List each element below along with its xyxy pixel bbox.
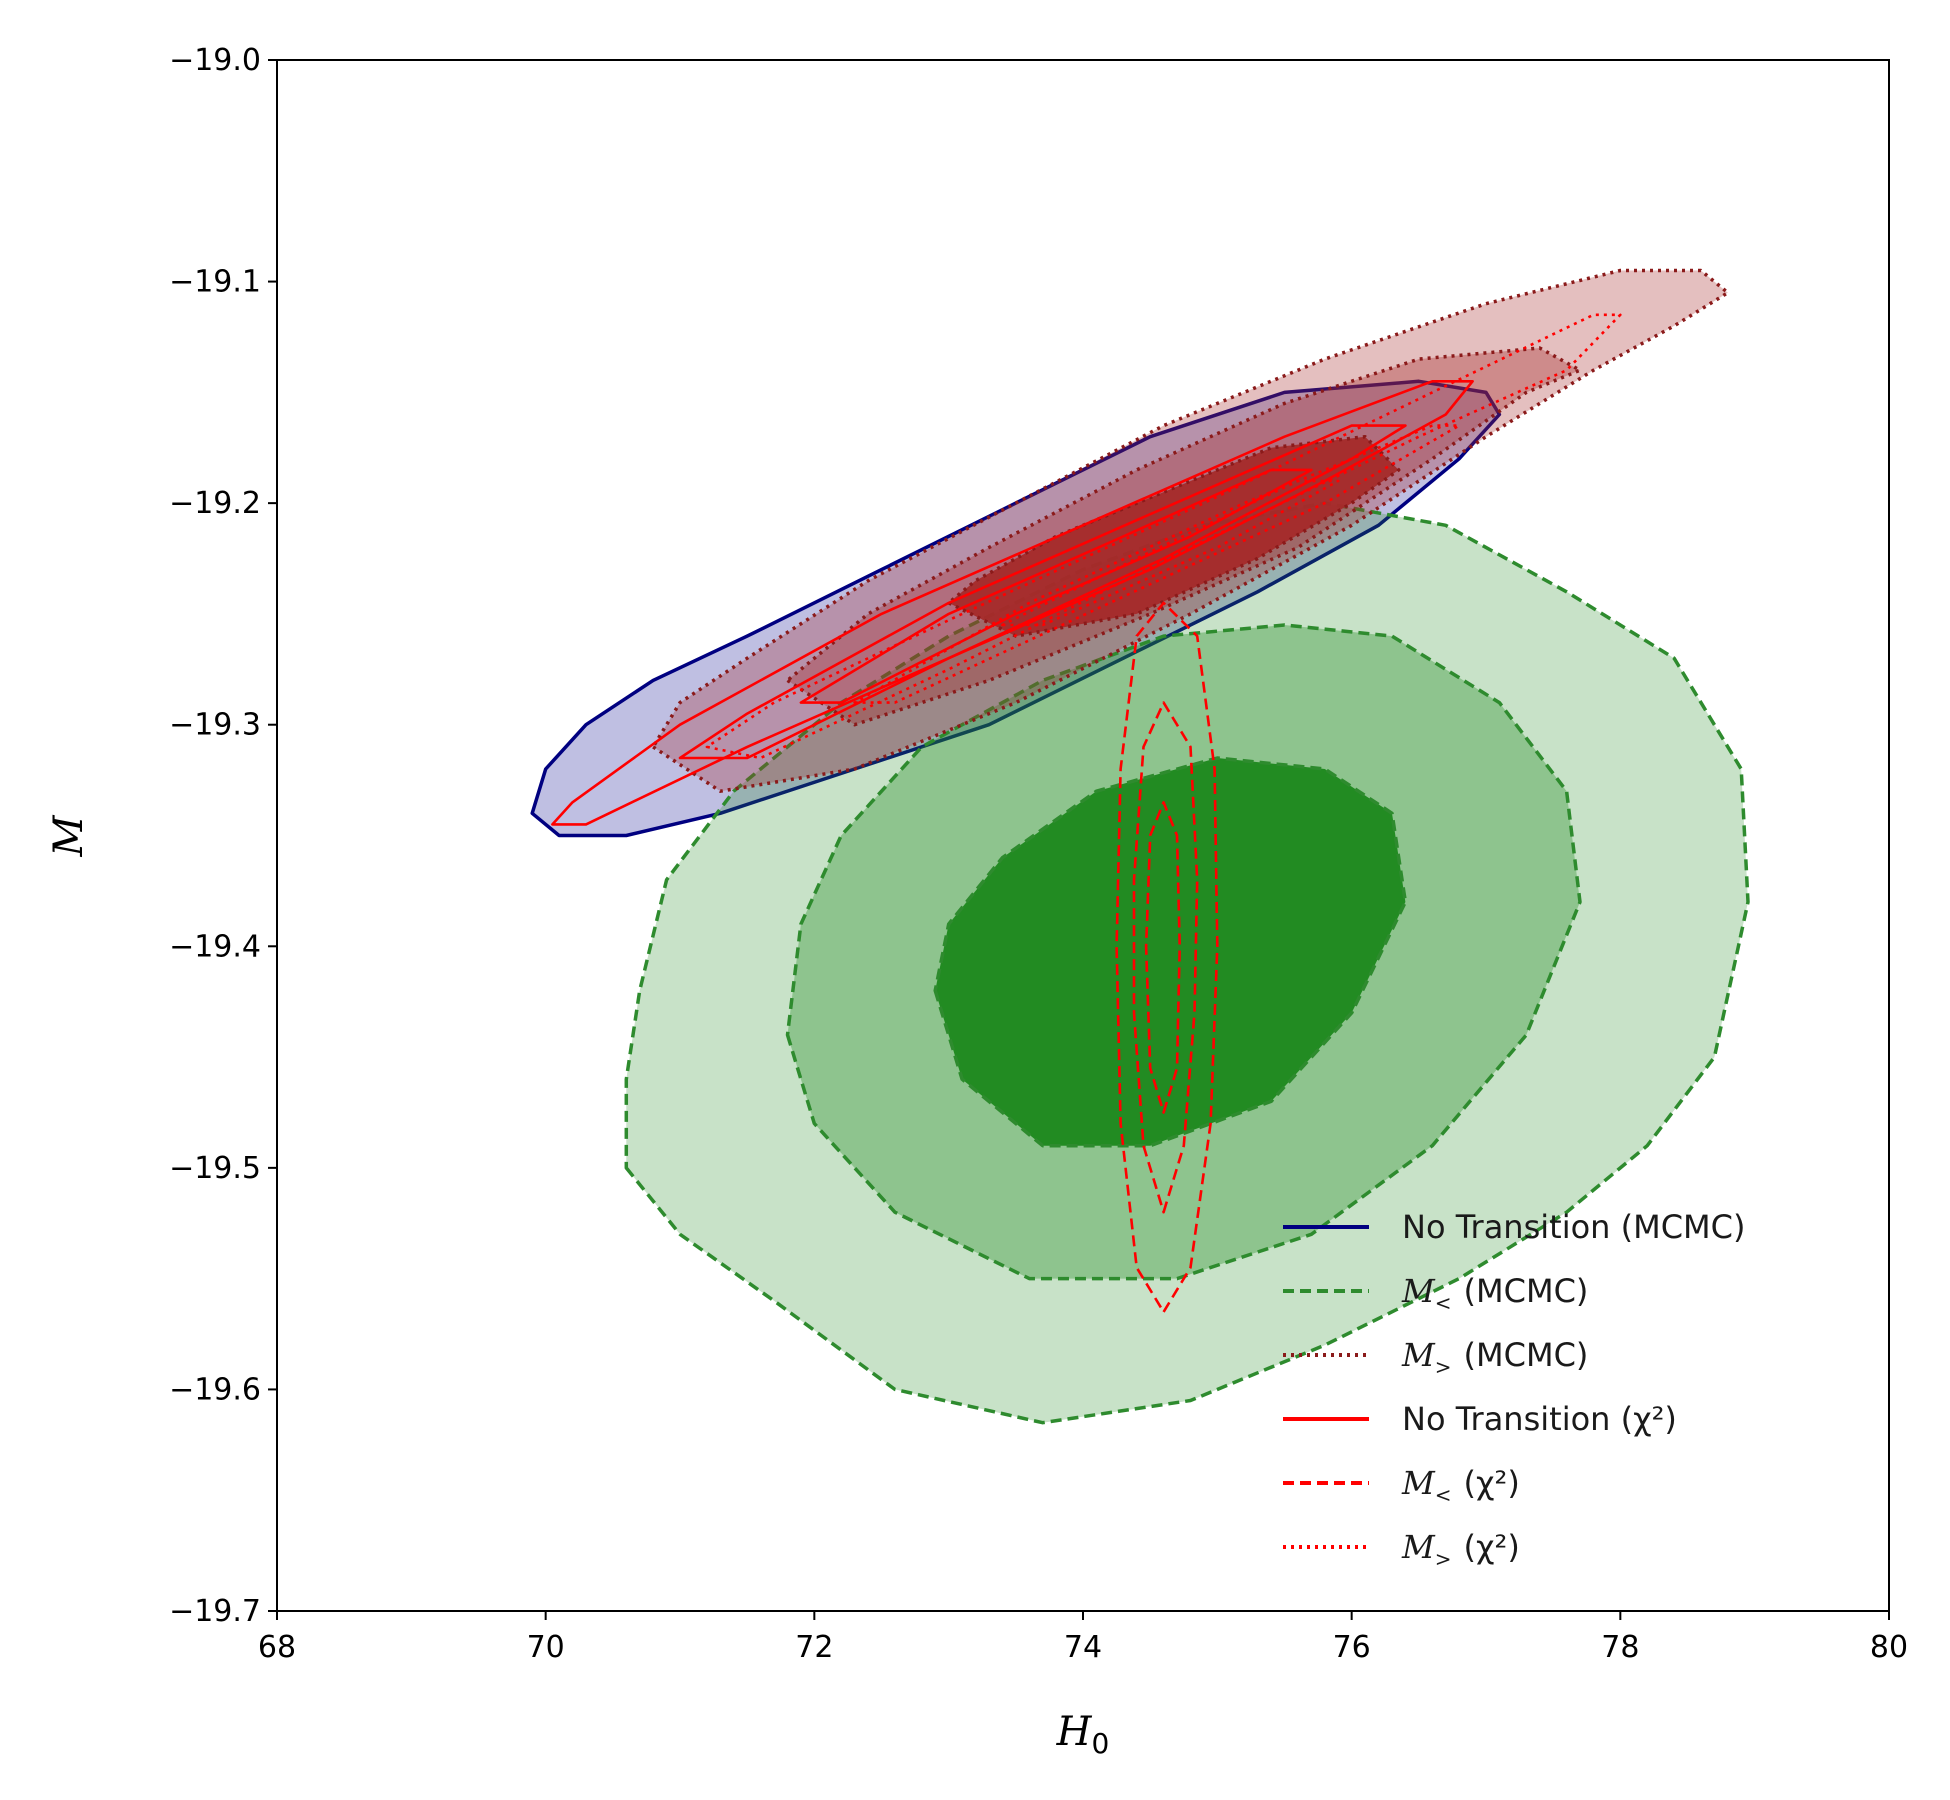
- x-tick-label: 74: [1064, 1630, 1102, 1665]
- legend-symbol: M: [1401, 1272, 1436, 1310]
- series-4-contours: [1115, 601, 1219, 1314]
- y-tick-label: −19.1: [169, 265, 261, 300]
- series-5-contour-line: [853, 424, 1461, 704]
- series-5-contours: [705, 313, 1622, 760]
- series-1-contour-line: [624, 501, 1750, 1425]
- contour-layer: [530, 268, 1750, 1425]
- legend-subscript: <: [1435, 1291, 1452, 1315]
- series-4-contour-line: [1115, 601, 1219, 1314]
- series-1-contour-line: [785, 623, 1582, 1281]
- x-tick-label: 80: [1870, 1630, 1908, 1665]
- x-tick-label: 68: [258, 1630, 296, 1665]
- series-4-contour-line: [1144, 801, 1181, 1114]
- legend-text: No Transition (χ²): [1402, 1400, 1677, 1438]
- y-tick-label: −19.2: [169, 486, 261, 521]
- legend-label: M< (χ²): [1401, 1464, 1520, 1507]
- y-tick-label: −19.6: [169, 1372, 261, 1407]
- series-3-contours: [551, 380, 1474, 826]
- series-3-contour-line: [799, 468, 1313, 704]
- series-4-contour-line: [1132, 701, 1199, 1214]
- legend-text: (χ²): [1464, 1528, 1520, 1566]
- y-axis: −19.0 −19.1 −19.2 −19.3 −19.4 −19.5 −19.6 −19.7: [169, 43, 277, 1629]
- y-tick-label: −19.7: [169, 1594, 261, 1629]
- legend-label: M> (χ²): [1401, 1528, 1520, 1571]
- legend-label: No Transition (MCMC): [1402, 1208, 1745, 1246]
- series-1-contours: [624, 501, 1750, 1425]
- legend-symbol: M: [1401, 1464, 1436, 1502]
- legend: No Transition (MCMC)M< (MCMC)M> (MCMC)No T…: [1283, 1208, 1745, 1571]
- x-tick-label: 72: [795, 1630, 833, 1665]
- y-tick-label: −19.0: [169, 43, 261, 78]
- legend-subscript: >: [1435, 1355, 1452, 1379]
- legend-text: (χ²): [1464, 1464, 1520, 1502]
- legend-subscript: <: [1435, 1483, 1452, 1507]
- legend-label: No Transition (χ²): [1402, 1400, 1677, 1438]
- x-tick-label: 70: [527, 1630, 565, 1665]
- y-tick-label: −19.4: [169, 929, 261, 964]
- legend-label: M< (MCMC): [1401, 1272, 1588, 1315]
- series-3-contour-line: [551, 380, 1474, 826]
- x-axis: 68 70 72 74 76 78 80: [258, 1611, 1908, 1665]
- series-2-contour-line: [785, 346, 1582, 727]
- legend-text: No Transition (MCMC): [1402, 1208, 1745, 1246]
- legend-text: (MCMC): [1464, 1272, 1589, 1310]
- series-1-fill-region: [935, 758, 1406, 1146]
- x-tick-label: 78: [1601, 1630, 1639, 1665]
- y-tick-label: −19.3: [169, 708, 261, 743]
- x-axis-label: H0: [1056, 1709, 1110, 1760]
- series-1-contour-line: [933, 756, 1408, 1148]
- legend-label: M> (MCMC): [1401, 1336, 1588, 1379]
- series-5-contour-line: [705, 313, 1622, 760]
- series-3-contour-line: [678, 424, 1407, 760]
- x-tick-label: 76: [1333, 1630, 1371, 1665]
- legend-subscript: >: [1435, 1547, 1452, 1571]
- series-5-contour-line: [1001, 479, 1340, 627]
- legend-symbol: M: [1401, 1336, 1436, 1374]
- legend-symbol: M: [1401, 1528, 1436, 1566]
- legend-text: (MCMC): [1464, 1336, 1589, 1374]
- y-axis-label: M: [46, 814, 92, 857]
- series-0-contour-line: [530, 379, 1502, 838]
- y-tick-label: −19.5: [169, 1151, 261, 1186]
